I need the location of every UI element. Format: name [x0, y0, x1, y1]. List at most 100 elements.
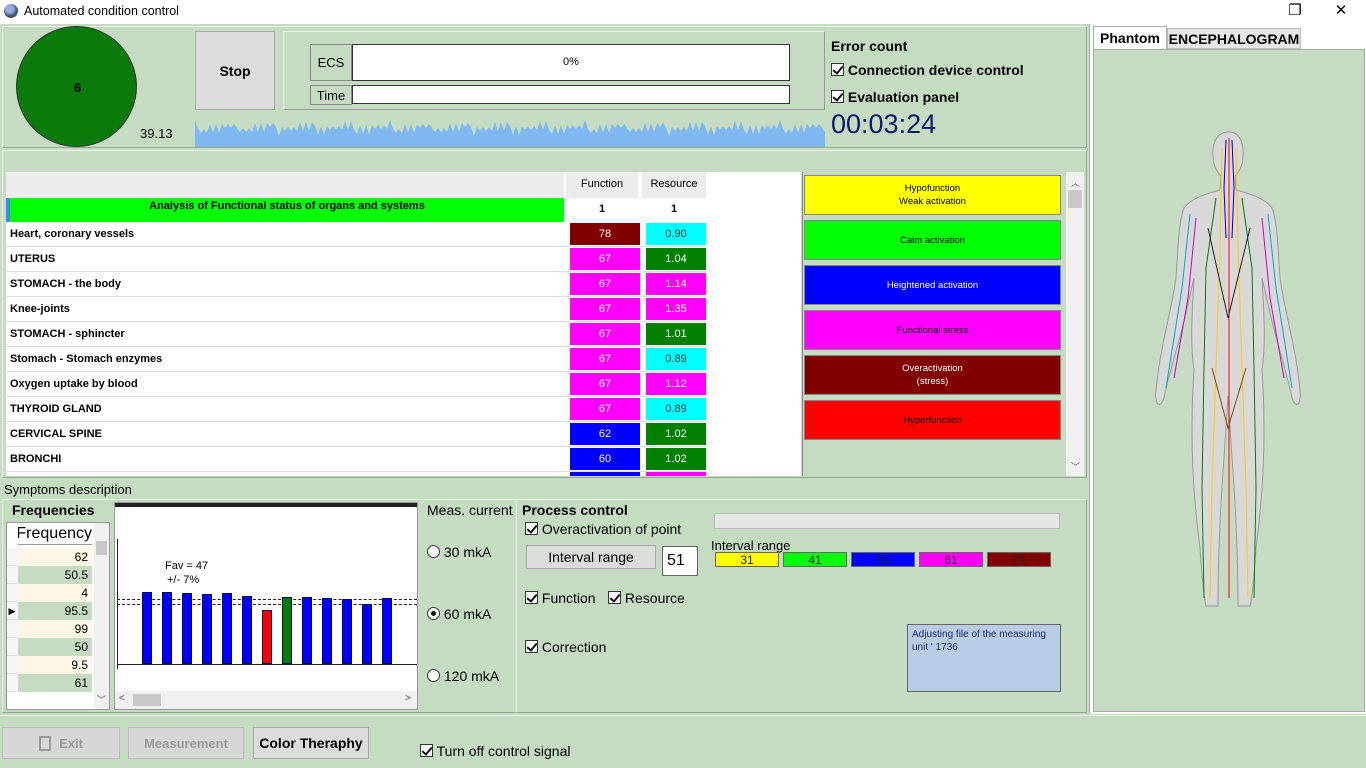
- frequency-value[interactable]: 9.5: [18, 656, 92, 674]
- chart-tolerance: +/- 7%: [167, 574, 200, 586]
- overactivation-toggle[interactable]: Overactivation of point: [525, 521, 681, 537]
- col-resource-header[interactable]: Resource: [642, 172, 706, 198]
- legend-scrollbar[interactable]: ︿ ﹀: [1066, 172, 1084, 476]
- evaluation-panel-toggle[interactable]: Evaluation panel: [831, 89, 959, 105]
- color-therapy-button[interactable]: Color Theraphy: [253, 727, 369, 759]
- table-row[interactable]: Stomach - Stomach enzymes 67 0.89: [6, 347, 706, 372]
- frequency-value[interactable]: 95.5: [18, 602, 92, 620]
- turn-off-signal-label: Turn off control signal: [436, 743, 571, 759]
- overactivation-checkbox[interactable]: [525, 522, 538, 535]
- frequency-scroll-down-icon[interactable]: ﹀: [97, 695, 107, 705]
- interval-value-input[interactable]: 51: [662, 546, 698, 576]
- frequency-scrollbar[interactable]: ﹀: [94, 523, 109, 708]
- function-toggle[interactable]: Function: [525, 590, 596, 606]
- frequency-value[interactable]: 61: [18, 674, 92, 692]
- window-title: Automated condition control: [24, 4, 179, 18]
- table-row[interactable]: CERVICAL SPINE 62 1.02: [6, 422, 706, 447]
- phantom-view: [1093, 49, 1365, 712]
- partial-row-function: [570, 472, 640, 476]
- function-cell: 60: [570, 448, 640, 470]
- chart-scroll-thumb[interactable]: [133, 694, 161, 706]
- session-timer: 00:03:24: [831, 109, 937, 139]
- row-selector[interactable]: ▶: [7, 602, 17, 620]
- tab-encephalogram[interactable]: ENCEPHALOGRAM: [1167, 28, 1301, 49]
- frequency-value[interactable]: 4: [18, 584, 92, 602]
- resource-cell: 1.01: [646, 323, 706, 345]
- meridian-line: [1223, 139, 1227, 239]
- connection-device-control[interactable]: Connection device control: [831, 62, 1024, 78]
- row-selector[interactable]: [7, 566, 17, 584]
- legend-item: Heightened activation: [804, 265, 1061, 305]
- row-selector[interactable]: [7, 638, 17, 656]
- chart-scroll-right-icon[interactable]: >: [405, 693, 411, 704]
- body-phantom-image: [1155, 131, 1301, 607]
- chart-scroll-left-icon[interactable]: <: [119, 693, 125, 704]
- current-30[interactable]: 30 mkA: [427, 544, 491, 560]
- table-row[interactable]: Oxygen uptake by blood 67 1.12: [6, 372, 706, 397]
- connection-checkbox[interactable]: [831, 63, 844, 76]
- meridian-line: [1165, 213, 1191, 389]
- correction-checkbox[interactable]: [525, 640, 538, 653]
- function-cell: 67: [570, 273, 640, 295]
- row-selector[interactable]: [7, 656, 17, 674]
- ecs-label: ECS: [310, 44, 352, 81]
- exit-label: Exit: [59, 735, 83, 751]
- turn-off-signal-toggle[interactable]: Turn off control signal: [420, 743, 571, 759]
- frequency-bar: [222, 593, 232, 664]
- scroll-down-icon[interactable]: ﹀: [1071, 462, 1081, 472]
- frequency-bar: [302, 597, 312, 664]
- current-120[interactable]: 120 mkA: [427, 668, 499, 684]
- table-title: Analysis of Functional status of organs …: [6, 198, 564, 222]
- radio-30[interactable]: [427, 545, 440, 558]
- table-row[interactable]: Knee-joints 67 1.35: [6, 297, 706, 322]
- current-60-label: 60 mkA: [443, 606, 492, 622]
- row-selector[interactable]: [7, 548, 17, 566]
- col-function-header[interactable]: Function: [566, 172, 638, 198]
- close-button[interactable]: ✕: [1334, 2, 1348, 19]
- table-row[interactable]: STOMACH - sphincter 67 1.01: [6, 322, 706, 347]
- organ-name: UTERUS: [10, 253, 56, 265]
- frequency-value[interactable]: 99: [18, 620, 92, 638]
- turn-off-signal-checkbox[interactable]: [420, 744, 433, 757]
- evaluation-checkbox[interactable]: [831, 90, 844, 103]
- interval-range-button[interactable]: Interval range: [526, 545, 656, 569]
- chart-top-border: [115, 503, 417, 507]
- chart-h-scrollbar[interactable]: < >: [115, 691, 417, 709]
- table-row[interactable]: Heart, coronary vessels 78 0.90: [6, 222, 706, 247]
- frequency-value[interactable]: 50: [18, 638, 92, 656]
- status-circle: 6: [16, 26, 137, 147]
- table-row[interactable]: STOMACH - the body 67 1.14: [6, 272, 706, 297]
- resource-cell: 1.02: [646, 448, 706, 470]
- row-selector[interactable]: [7, 584, 17, 602]
- ecs-group: [283, 31, 825, 110]
- frequency-value[interactable]: 62: [18, 548, 92, 566]
- measurement-button[interactable]: Measurement: [128, 727, 244, 759]
- row-selector[interactable]: [7, 620, 17, 638]
- exit-button[interactable]: Exit: [2, 727, 120, 759]
- current-60[interactable]: 60 mkA: [427, 606, 491, 622]
- function-checkbox[interactable]: [525, 591, 538, 604]
- table-row[interactable]: BRONCHI 60 1.02: [6, 447, 706, 472]
- frequency-column-header[interactable]: Frequency: [18, 523, 92, 545]
- radio-120[interactable]: [427, 669, 440, 682]
- error-count-label: Error count: [831, 38, 908, 54]
- restore-button[interactable]: ❐: [1288, 2, 1302, 19]
- table-row[interactable]: UTERUS 67 1.04: [6, 247, 706, 272]
- organ-name: Heart, coronary vessels: [10, 228, 135, 240]
- stop-button[interactable]: Stop: [195, 31, 275, 110]
- frequency-value[interactable]: 50.5: [18, 566, 92, 584]
- scroll-thumb[interactable]: [1068, 190, 1082, 208]
- resource-toggle[interactable]: Resource: [608, 590, 685, 606]
- tab-phantom[interactable]: Phantom: [1093, 26, 1167, 49]
- frequencies-title: Frequencies: [12, 502, 95, 518]
- resource-checkbox[interactable]: [608, 591, 621, 604]
- meridian-line: [1211, 367, 1247, 430]
- process-control-title: Process control: [522, 502, 628, 518]
- frequency-scroll-thumb[interactable]: [96, 541, 107, 555]
- correction-toggle[interactable]: Correction: [525, 639, 606, 655]
- scroll-up-icon[interactable]: ︿: [1071, 178, 1081, 188]
- radio-60[interactable]: [427, 607, 440, 620]
- row-selector[interactable]: [7, 674, 17, 692]
- table-row[interactable]: THYROID GLAND 67 0.89: [6, 397, 706, 422]
- current-30-label: 30 mkA: [443, 544, 492, 560]
